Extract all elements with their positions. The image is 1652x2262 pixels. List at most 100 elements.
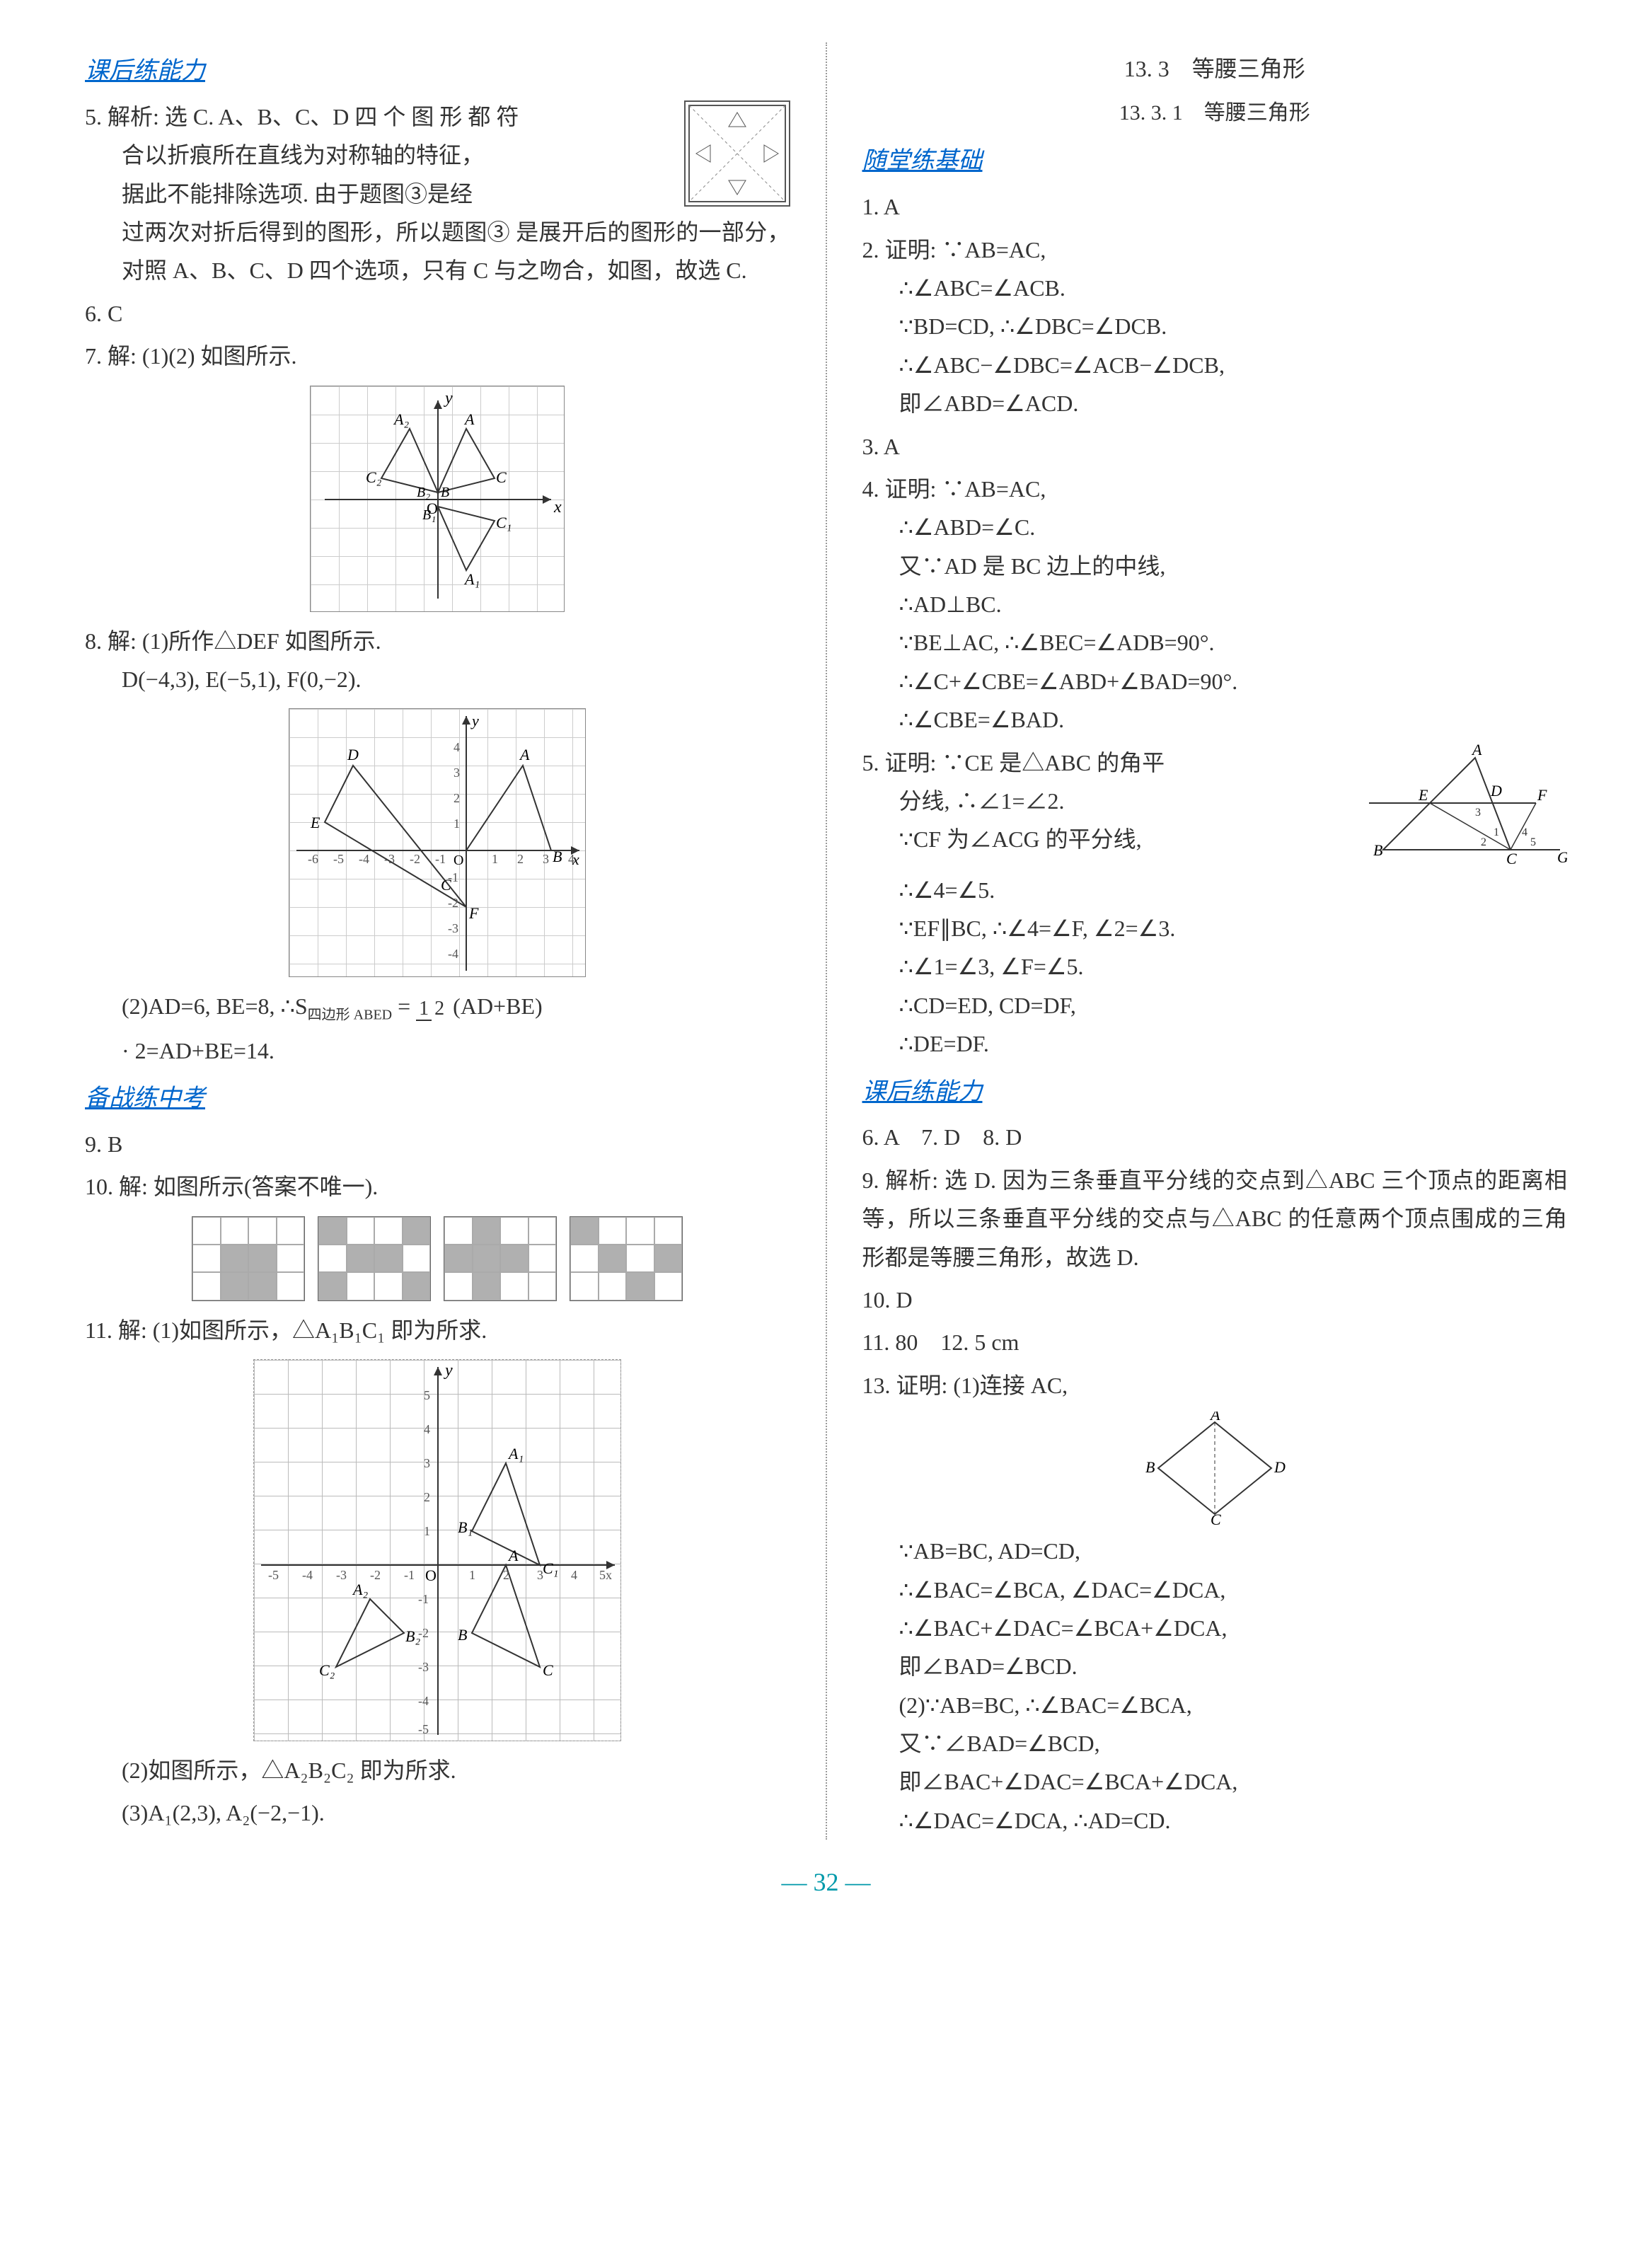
q8-line3c: (AD+BE) <box>453 993 542 1019</box>
r2-l1: ∵AB=AC, <box>942 237 1046 262</box>
svg-text:C₂: C₂ <box>319 1661 335 1679</box>
column-divider <box>826 42 827 1840</box>
svg-text:-4: -4 <box>448 947 458 961</box>
r2-l4: ∴∠ABC−∠DBC=∠ACB−∠DCB, <box>862 346 1568 384</box>
q8-figure: y x O A B D E F C -6-5-4 -3-2-1 1234 43 <box>85 708 790 977</box>
r2-l3: ∵BD=CD, ∴∠DBC=∠DCB. <box>862 307 1568 345</box>
svg-text:3: 3 <box>454 766 460 780</box>
r5-l6: ∴∠1=∠3, ∠F=∠5. <box>862 947 1568 986</box>
q8-label: 解: <box>108 628 137 654</box>
q8-line3: (2)AD=6, BE=8, ∴S四边形 ABED = 12 (AD+BE) <box>85 987 790 1027</box>
r9-label: 解析: <box>885 1167 938 1193</box>
r9: 9. 解析: 选 D. 因为三条垂直平分线的交点到△ABC 三个顶点的距离相等，… <box>862 1161 1568 1276</box>
q11-line1: (1)如图所示，△A₁B₁C₁ 即为所求. <box>153 1317 487 1343</box>
svg-text:y: y <box>444 389 453 408</box>
svg-text:-4: -4 <box>418 1694 429 1708</box>
q11-line3: (3)A₁(2,3), A₂(−2,−1). <box>85 1794 790 1832</box>
svg-text:2: 2 <box>517 852 524 866</box>
r9-text: 选 D. 因为三条垂直平分线的交点到△ABC 三个顶点的距离相等，所以三条垂直平… <box>862 1167 1568 1270</box>
svg-text:y: y <box>444 1361 453 1380</box>
svg-text:-4: -4 <box>302 1568 313 1582</box>
r4-num: 4. <box>862 476 879 502</box>
r5-figure: A B C G E D F 123 45 <box>1369 744 1567 871</box>
svg-text:-1: -1 <box>448 870 458 884</box>
r5-label: 证明: <box>885 750 937 775</box>
q5-text-d: 过两次对折后得到的图形，所以题图③ 是展开后的图形的一部分，对照 A、B、C、D… <box>85 213 790 290</box>
r5-l4: ∴∠4=∠5. <box>862 871 1568 909</box>
svg-text:3: 3 <box>424 1456 430 1470</box>
q10-figures <box>85 1216 790 1301</box>
svg-text:4: 4 <box>424 1422 430 1436</box>
r13-l8: 即∠BAC+∠DAC=∠BCA+∠DCA, <box>862 1762 1568 1801</box>
r4: 4. 证明: ∵AB=AC, ∴∠ABD=∠C. 又∵AD 是 BC 边上的中线… <box>862 470 1568 739</box>
svg-text:D: D <box>1273 1458 1286 1476</box>
svg-text:y: y <box>470 712 479 729</box>
r13-l5: 即∠BAD=∠BCD. <box>862 1647 1568 1685</box>
chapter-subtitle: 13. 3. 1 等腰三角形 <box>862 95 1568 131</box>
page-container: 课后练能力 5. 解析: 选 C. A、B、C、D 四 个 图 形 都 符 合以… <box>85 42 1567 1840</box>
svg-text:-2: -2 <box>448 896 458 910</box>
svg-text:A: A <box>507 1547 519 1564</box>
r4-l6: ∴∠C+∠CBE=∠ABD+∠BAD=90°. <box>862 662 1568 700</box>
svg-text:O: O <box>425 1566 437 1584</box>
q5-label: 解析: <box>108 104 159 129</box>
r13-l4: ∴∠BAC+∠DAC=∠BCA+∠DCA, <box>862 1609 1568 1647</box>
svg-text:4: 4 <box>568 852 574 866</box>
r4-l4: ∴AD⊥BC. <box>862 585 1568 623</box>
r4-l1: ∵AB=AC, <box>942 476 1046 502</box>
frac-d: 2 <box>432 998 447 1020</box>
mini-grid-3 <box>444 1216 557 1301</box>
chapter-title: 13. 3 等腰三角形 <box>862 50 1568 88</box>
r3: 3. A <box>862 427 1568 466</box>
r9-num: 9. <box>862 1167 879 1193</box>
svg-text:B: B <box>441 485 449 500</box>
svg-text:-5: -5 <box>333 852 344 866</box>
q10: 10. 解: 如图所示(答案不唯一). <box>85 1167 790 1206</box>
r5-l1: ∵CE 是△ABC 的角平 <box>942 750 1165 775</box>
mini-grid-2 <box>318 1216 431 1301</box>
svg-text:2: 2 <box>454 791 460 805</box>
svg-text:2: 2 <box>503 1568 509 1582</box>
svg-text:-2: -2 <box>370 1568 381 1582</box>
svg-text:C₂: C₂ <box>366 468 382 486</box>
svg-text:1: 1 <box>424 1524 430 1538</box>
q7: 7. 解: (1)(2) 如图所示. <box>85 337 790 375</box>
mini-grid-4 <box>570 1216 683 1301</box>
svg-text:x: x <box>553 498 562 517</box>
r5-num: 5. <box>862 750 879 775</box>
svg-text:4: 4 <box>571 1568 577 1582</box>
r13-l2: ∵AB=BC, AD=CD, <box>862 1532 1568 1570</box>
q9: 9. B <box>85 1125 790 1163</box>
svg-text:3: 3 <box>537 1568 543 1582</box>
svg-text:A₂: A₂ <box>352 1581 368 1598</box>
svg-text:B₁: B₁ <box>422 507 436 523</box>
q5-text-b: 合以折痕所在直线为对称轴的特征， <box>85 142 484 168</box>
r4-label: 证明: <box>885 476 937 502</box>
r13-label: 证明: <box>896 1373 948 1398</box>
r13-l9: ∴∠DAC=∠DCA, ∴AD=CD. <box>862 1801 1568 1840</box>
svg-text:-2: -2 <box>418 1626 429 1640</box>
section-header-stl: 随堂练基础 <box>862 141 1568 182</box>
q7-figure: x y O A C B A₂ C₂ B₂ A₁ C₁ B₁ <box>85 386 790 612</box>
svg-text:E: E <box>310 814 320 831</box>
q8: 8. 解: (1)所作△DEF 如图所示. D(−4,3), E(−5,1), … <box>85 622 790 699</box>
r2: 2. 证明: ∵AB=AC, ∴∠ABC=∠ACB. ∵BD=CD, ∴∠DBC… <box>862 231 1568 423</box>
q7-label: 解: <box>108 343 137 369</box>
svg-text:-3: -3 <box>384 852 395 866</box>
right-column: 13. 3 等腰三角形 13. 3. 1 等腰三角形 随堂练基础 1. A 2.… <box>862 42 1568 1840</box>
r2-label: 证明: <box>885 237 937 262</box>
section-header-khl: 课后练能力 <box>85 51 790 92</box>
svg-text:4: 4 <box>1522 826 1527 838</box>
q5-text-a: 选 C. A、B、C、D 四 个 图 形 都 符 <box>165 104 519 129</box>
svg-text:A: A <box>519 746 530 763</box>
page-number-value: 32 <box>814 1868 839 1896</box>
svg-text:E: E <box>1418 786 1428 804</box>
q10-label: 解: <box>119 1174 148 1199</box>
svg-text:-3: -3 <box>336 1568 347 1582</box>
svg-text:C: C <box>1506 850 1517 867</box>
r5-l7: ∴CD=ED, CD=DF, <box>862 986 1568 1025</box>
svg-text:3: 3 <box>1475 807 1481 819</box>
r2-l2: ∴∠ABC=∠ACB. <box>862 269 1568 307</box>
svg-text:-6: -6 <box>308 852 318 866</box>
svg-text:-5: -5 <box>418 1722 429 1736</box>
